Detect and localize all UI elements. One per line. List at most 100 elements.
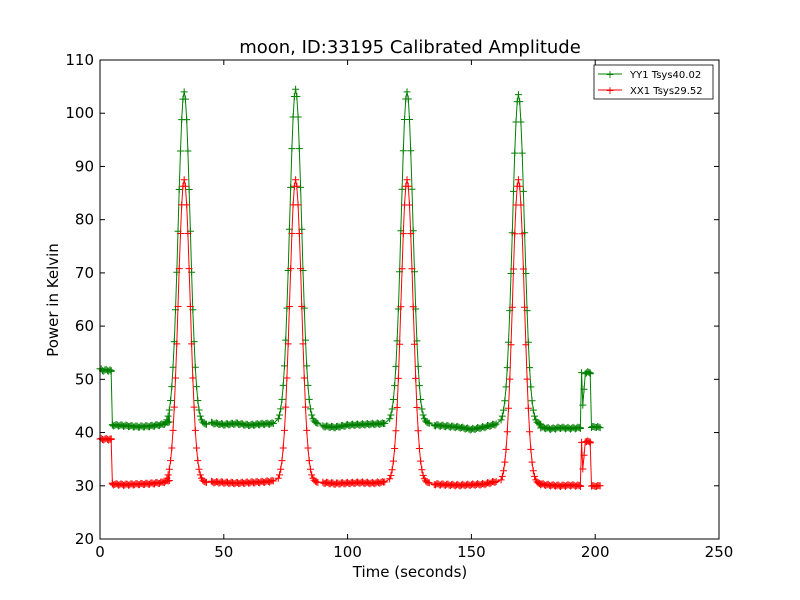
data-point xyxy=(397,303,405,311)
data-point xyxy=(305,395,313,403)
data-point xyxy=(293,92,301,100)
data-point xyxy=(392,362,400,370)
data-point xyxy=(280,426,288,434)
data-point xyxy=(288,229,296,237)
data-point xyxy=(193,383,201,391)
data-point xyxy=(164,412,172,420)
data-point xyxy=(304,381,312,389)
data-point xyxy=(419,411,427,419)
data-point xyxy=(503,364,511,372)
data-point xyxy=(528,458,536,466)
data-point xyxy=(184,229,192,237)
data-point xyxy=(191,426,199,434)
data-point xyxy=(524,404,532,412)
data-point xyxy=(282,403,290,411)
data-point xyxy=(308,411,316,419)
legend-marker-xx1: + xyxy=(605,84,614,97)
data-point xyxy=(517,118,525,126)
data-point xyxy=(278,395,286,403)
data-point xyxy=(500,406,508,414)
legend-label-xx1: XX1 Tsys29.52 xyxy=(630,86,703,97)
data-point xyxy=(285,303,293,311)
data-point xyxy=(277,465,285,473)
data-point xyxy=(517,201,525,209)
data-point xyxy=(576,425,584,433)
data-point xyxy=(107,435,115,443)
data-point xyxy=(183,116,191,124)
data-point xyxy=(294,201,302,209)
data-point xyxy=(381,478,389,486)
data-point xyxy=(509,265,517,273)
data-point xyxy=(521,303,529,311)
data-point xyxy=(596,482,604,490)
data-point xyxy=(165,476,173,484)
data-point xyxy=(406,201,413,209)
data-point xyxy=(501,397,509,405)
data-point xyxy=(492,420,500,428)
data-point xyxy=(528,397,536,405)
data-point xyxy=(314,419,322,427)
data-point xyxy=(425,479,433,487)
data-point xyxy=(516,98,524,106)
data-point xyxy=(415,444,423,452)
data-point xyxy=(392,427,400,435)
data-point xyxy=(391,444,399,452)
data-point xyxy=(194,457,202,465)
data-point xyxy=(580,451,588,459)
data-point xyxy=(165,465,173,473)
data-point xyxy=(419,471,427,479)
data-point xyxy=(308,471,316,479)
data-point xyxy=(279,444,287,452)
data-point xyxy=(523,375,531,383)
data-point xyxy=(274,474,282,482)
data-point xyxy=(277,405,285,413)
data-point xyxy=(293,182,301,190)
data-point xyxy=(399,230,407,238)
data-point xyxy=(165,418,173,426)
data-point xyxy=(278,457,286,465)
data-point xyxy=(190,403,198,411)
x-tick-label: 150 xyxy=(457,543,486,561)
data-point xyxy=(519,187,527,195)
legend-marker-yy1: + xyxy=(605,68,614,81)
series-xx1 xyxy=(96,176,604,491)
data-point xyxy=(425,419,433,427)
data-point xyxy=(518,149,526,157)
data-point xyxy=(302,403,310,411)
data-point xyxy=(509,187,517,195)
data-point xyxy=(297,183,305,191)
data-point xyxy=(176,229,184,237)
series-layer xyxy=(96,85,604,491)
data-point xyxy=(181,95,189,103)
data-point xyxy=(298,303,306,311)
data-point xyxy=(186,303,194,311)
data-point xyxy=(498,472,506,480)
axis-ticks: 0 50 100 150 200 250 20 30 40 50 60 70 80 90 100 110 xyxy=(65,51,733,561)
data-point xyxy=(180,88,188,96)
data-point xyxy=(279,381,287,389)
data-point xyxy=(173,340,181,348)
data-point xyxy=(518,230,526,238)
data-point xyxy=(299,340,307,348)
data-point xyxy=(502,383,510,391)
data-point xyxy=(403,176,411,184)
data-point xyxy=(305,457,313,465)
data-point xyxy=(507,341,515,349)
data-point xyxy=(185,186,193,194)
y-tick-label: 30 xyxy=(75,477,94,495)
data-point xyxy=(579,465,587,473)
y-tick-label: 90 xyxy=(75,157,94,175)
y-tick-label: 20 xyxy=(75,530,94,548)
data-point xyxy=(498,412,506,420)
data-point xyxy=(514,176,522,184)
data-point xyxy=(188,340,196,348)
chart-title: moon, ID:33195 Calibrated Amplitude xyxy=(239,37,581,58)
data-point xyxy=(387,471,395,479)
data-point xyxy=(394,374,402,382)
data-point xyxy=(585,368,593,376)
data-point xyxy=(414,362,422,370)
data-point xyxy=(414,427,422,435)
data-point xyxy=(170,403,178,411)
data-point xyxy=(408,265,416,273)
